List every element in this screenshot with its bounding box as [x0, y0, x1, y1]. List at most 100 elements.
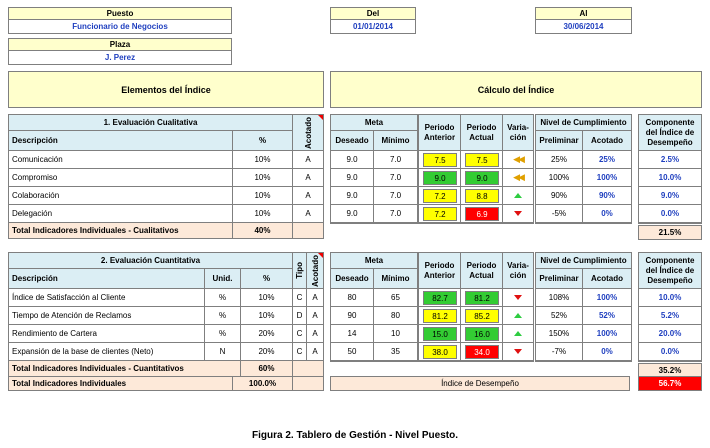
col-tipo: Tipo — [293, 253, 307, 289]
row-acot: A — [307, 325, 323, 343]
row-minimo: 7.0 — [374, 187, 417, 205]
row-tipo: C — [293, 325, 307, 343]
col-acotado: Acotado — [293, 115, 323, 151]
row-unid: % — [205, 325, 241, 343]
row-deseado: 9.0 — [331, 205, 374, 223]
row-preliminar: -7% — [536, 343, 583, 361]
up-arrow-icon — [514, 331, 522, 336]
row-pct: 10% — [233, 187, 293, 205]
row-variacion — [503, 325, 533, 343]
row-deseado: 14 — [331, 325, 374, 343]
comment-marker — [318, 253, 323, 258]
left-frame: 2. Evaluación Cuantitativa Descripción Uni… — [8, 252, 324, 377]
row-tipo: C — [293, 289, 307, 307]
col-preliminar: Preliminar — [536, 131, 583, 151]
row-desc: Compromiso — [9, 169, 233, 187]
row-componente: 20.0% — [639, 325, 701, 343]
col-variacion: Varia-ción — [503, 253, 533, 289]
indice-label-box: Índice de Desempeño — [330, 376, 630, 391]
up-arrow-icon — [514, 193, 522, 198]
col-componente: Componente del Índice de Desempeño — [639, 115, 701, 151]
col-deseado: Deseado — [331, 269, 374, 289]
down-arrow-icon — [514, 211, 522, 216]
total-pct: 40% — [233, 223, 293, 238]
row-componente: 2.5% — [639, 151, 701, 169]
row-minimo: 65 — [374, 289, 417, 307]
row-anterior: 15.0 — [423, 327, 457, 341]
row-componente: 0.0% — [639, 343, 701, 361]
row-deseado: 9.0 — [331, 169, 374, 187]
row-acotado: 0% — [583, 343, 631, 361]
row-actual: 85.2 — [465, 309, 499, 323]
footer-total-box: Total Indicadores Individuales 100.0% — [8, 376, 324, 391]
plaza-value: J. Perez — [104, 53, 136, 62]
total-label: Total Indicadores Individuales - Cualita… — [9, 223, 233, 238]
row-componente: 10.0% — [639, 169, 701, 187]
del-box: Del 01/01/2014 — [330, 7, 416, 34]
row-preliminar: 100% — [536, 169, 583, 187]
col-pct: % — [241, 269, 293, 289]
col-meta: Meta — [331, 253, 417, 269]
row-desc: Comunicación — [9, 151, 233, 169]
row-minimo: 35 — [374, 343, 417, 361]
row-anterior: 82.7 — [423, 291, 457, 305]
col-periodo-anterior: Periodo Anterior — [419, 115, 461, 151]
left-frame: 1. Evaluación Cualitativa Descripción% Aco… — [8, 114, 324, 239]
footer-total-pct: 100.0% — [233, 377, 293, 390]
equal-arrows-icon: ◀◀ — [513, 154, 525, 164]
row-actual: 7.5 — [465, 153, 499, 167]
row-unid: % — [205, 307, 241, 325]
al-box: Al 30/06/2014 — [535, 7, 632, 34]
col-acotado-nivel: Acotado — [583, 131, 631, 151]
row-variacion — [503, 289, 533, 307]
row-preliminar: 25% — [536, 151, 583, 169]
col-acotado-nivel: Acotado — [583, 269, 631, 289]
row-acot: A — [293, 205, 323, 223]
row-componente: 10.0% — [639, 289, 701, 307]
col-acotado: Acotado — [307, 253, 323, 289]
row-pct: 20% — [241, 325, 293, 343]
row-acot: A — [293, 151, 323, 169]
row-acot: A — [293, 187, 323, 205]
row-actual: 34.0 — [465, 345, 499, 359]
plaza-box: Plaza J. Perez — [8, 38, 232, 65]
col-acotado-label: Acotado — [303, 116, 313, 149]
row-variacion: ◀◀ — [503, 169, 533, 187]
down-arrow-icon — [514, 349, 522, 354]
row-actual: 81.2 — [465, 291, 499, 305]
row-componente: 5.2% — [639, 307, 701, 325]
row-acotado: 100% — [583, 169, 631, 187]
col-deseado: Deseado — [331, 131, 374, 151]
row-acot: A — [307, 343, 323, 361]
row-pct: 10% — [241, 307, 293, 325]
col-componente: Componente del Índice de Desempeño — [639, 253, 701, 289]
row-desc: Rendimiento de Cartera — [9, 325, 205, 343]
row-pct: 20% — [241, 343, 293, 361]
del-value: 01/01/2014 — [352, 22, 394, 31]
section-elementos-title: Elementos del Índice — [121, 84, 211, 95]
row-minimo: 10 — [374, 325, 417, 343]
row-pct: 10% — [233, 169, 293, 187]
figure-caption: Figura 2. Tablero de Gestión - Nivel Pue… — [252, 430, 458, 441]
row-anterior: 7.2 — [423, 189, 457, 203]
row-variacion: ◀◀ — [503, 151, 533, 169]
footer-total-label: Total Indicadores Individuales — [9, 377, 233, 390]
row-unid: % — [205, 289, 241, 307]
row-acot: A — [307, 289, 323, 307]
periodo-block: Periodo Anterior Periodo Actual Varia-ción… — [418, 252, 534, 362]
componente-block: Componente del Índice de Desempeño 10.0% 5… — [638, 252, 702, 362]
row-anterior: 7.2 — [423, 207, 457, 221]
indice-value: 56.7% — [658, 379, 682, 388]
section-title: 1. Evaluación Cualitativa — [9, 115, 293, 131]
col-minimo: Mínimo — [374, 131, 417, 151]
row-acotado: 25% — [583, 151, 631, 169]
componente-block: Componente del Índice de Desempeño 2.5% 10… — [638, 114, 702, 224]
meta-block: Meta Deseado Mínimo 9.0 7.0 9.0 7.0 9.0 7.0 9.0 7.… — [330, 114, 418, 224]
row-acotado: 0% — [583, 205, 631, 223]
total-componente-box: 21.5% — [638, 225, 702, 240]
col-nivel: Nivel de Cumplimiento — [536, 253, 631, 269]
comment-marker — [318, 115, 323, 120]
up-arrow-icon — [514, 313, 522, 318]
row-variacion — [503, 205, 533, 223]
row-unid: N — [205, 343, 241, 361]
